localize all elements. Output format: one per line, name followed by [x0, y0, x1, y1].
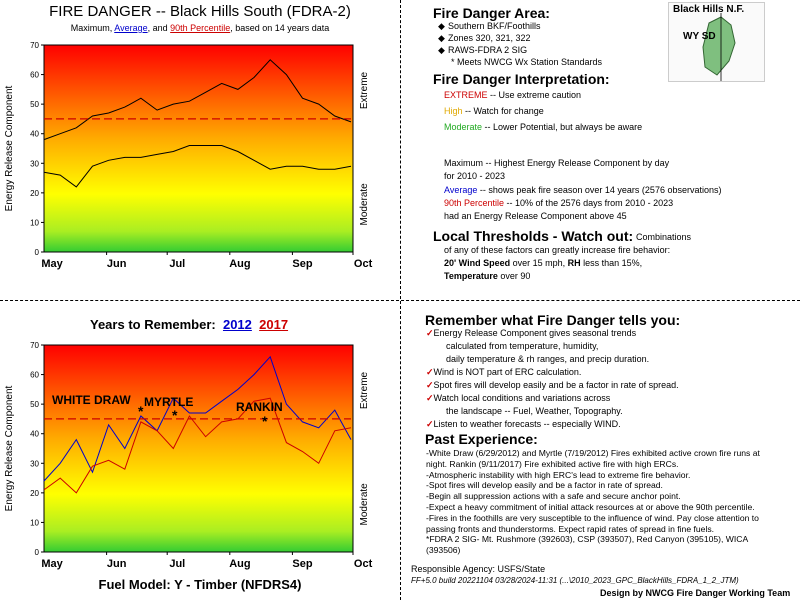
y-tick-label: 40	[30, 430, 39, 439]
fire-marker: *	[138, 403, 144, 419]
y-tick-label: 40	[30, 130, 39, 139]
x-tick-label: Jul	[169, 258, 185, 270]
x-tick-label: Oct	[354, 558, 373, 570]
x-tick-label: Aug	[229, 558, 250, 570]
remember-item: ✓Wind is NOT part of ERC calculation.	[426, 367, 582, 377]
y-tick-label: 0	[35, 548, 40, 557]
top-chart-title: FIRE DANGER -- Black Hills South (FDRA-2…	[49, 3, 351, 20]
map-title: Black Hills N.F.	[673, 4, 745, 15]
x-tick-label: May	[41, 558, 63, 570]
x-tick-label: Oct	[354, 258, 373, 270]
thresholds-wind: 20' Wind Speed over 15 mph, RH less than…	[444, 258, 643, 268]
interpretation-heading: Fire Danger Interpretation:	[433, 71, 610, 87]
y-tick-label: 50	[30, 100, 39, 109]
fuel-model-label: Fuel Model: Y - Timber (NFDRS4)	[98, 577, 302, 592]
bottom-chart: 0 10 20 30 40 50 60 70 May Jun Jul Aug Sep Oct Energy …	[4, 341, 373, 570]
check-icon: ✓	[426, 393, 434, 403]
y-tick-label: 20	[30, 189, 39, 198]
remember-heading: Remember what Fire Danger tells you:	[425, 312, 681, 328]
area-heading: Fire Danger Area:	[433, 5, 550, 21]
fire-marker: *	[262, 413, 268, 429]
y-axis-label: Energy Release Component	[4, 85, 15, 211]
top-chart-subtitle: Maximum, Average, and 90th Percentile, b…	[70, 23, 330, 33]
check-icon: ✓	[426, 367, 434, 377]
moderate-line: Moderate -- Lower Potential, but always …	[444, 122, 643, 132]
x-tick-label: Aug	[229, 258, 250, 270]
footer-credit: Design by NWCG Fire Danger Working Team	[600, 588, 791, 598]
y-axis-label: Energy Release Component	[4, 385, 15, 511]
high-line: High -- Watch for change	[444, 106, 544, 116]
extreme-label: Extreme	[359, 371, 370, 409]
bottom-chart-title: Years to Remember: 2012 2017	[90, 317, 289, 332]
horizontal-divider	[0, 300, 800, 301]
check-icon: ✓	[426, 419, 434, 429]
y-tick-label: 10	[30, 518, 39, 527]
x-tick-label: Sep	[292, 558, 312, 570]
series-line-average	[43, 145, 352, 188]
remember-item: ✓Listen to weather forecasts -- especial…	[426, 419, 621, 429]
y-tick-label: 60	[30, 71, 39, 80]
area-bullet: ◆ RAWS-FDRA 2 SIG	[438, 45, 528, 55]
y-tick-label: 30	[30, 159, 39, 168]
thresholds-intro2: of any of these factors can greatly incr…	[444, 245, 671, 255]
map-states: WY SD	[683, 31, 716, 42]
x-tick-label: Jul	[169, 558, 185, 570]
fire-label: WHITE DRAW	[52, 393, 131, 407]
remember-item: ✓Spot fires will develop easily and be a…	[426, 380, 679, 390]
area-bullet: ◆ Southern BKF/Foothills	[438, 21, 541, 31]
y-tick-label: 70	[30, 341, 39, 350]
area-map: Black Hills N.F. WY SD	[668, 2, 765, 82]
y-tick-label: 20	[30, 489, 39, 498]
y-tick-label: 0	[35, 248, 40, 257]
fire-marker: *	[172, 407, 178, 423]
x-tick-label: Jun	[107, 258, 127, 270]
moderate-label: Moderate	[359, 483, 370, 526]
past-heading: Past Experience:	[425, 431, 538, 447]
check-icon: ✓	[426, 328, 434, 338]
pct-line2: had an Energy Release Component above 45	[444, 211, 627, 221]
y-tick-label: 60	[30, 371, 39, 380]
moderate-label: Moderate	[359, 183, 370, 226]
fire-label: MYRTLE	[144, 395, 193, 409]
pct-line: 90th Percentile -- 10% of the 2576 days …	[444, 198, 674, 208]
y-tick-label: 50	[30, 400, 39, 409]
past-lines: -White Draw (6/29/2012) and Myrtle (7/19…	[426, 448, 760, 556]
y-tick-label: 10	[30, 218, 39, 227]
extreme-label: Extreme	[359, 71, 370, 109]
area-bullet: ◆ Zones 320, 321, 322	[438, 33, 531, 43]
map-image	[702, 13, 736, 81]
x-tick-label: Jun	[107, 558, 127, 570]
avg-line: Average -- shows peak fire season over 1…	[444, 185, 722, 195]
plot-background	[43, 44, 354, 253]
x-tick-label: May	[41, 258, 63, 270]
thresholds-heading: Local Thresholds - Watch out:	[433, 228, 634, 244]
series-line-2017	[43, 397, 352, 494]
x-tick-label: Sep	[292, 258, 312, 270]
remember-item: ✓Watch local conditions and variations a…	[426, 393, 623, 416]
max-line2: for 2010 - 2023	[444, 171, 506, 181]
fire-label: RANKIN	[236, 400, 283, 414]
series-line-maximum	[43, 59, 352, 141]
footer-build: FF+5.0 build 20221104 03/28/2024-11:31 (…	[411, 576, 739, 585]
top-chart: 0 10 20 30 40 50 60 70 May Jun Jul Aug Sep Oct Energy …	[4, 41, 373, 270]
thresholds-temp: Temperature over 90	[444, 271, 531, 281]
y-tick-label: 30	[30, 459, 39, 468]
plot-background	[43, 344, 354, 553]
footer-agency: Responsible Agency: USFS/State	[411, 564, 546, 574]
extreme-line: EXTREME -- Use extreme caution	[444, 90, 582, 100]
area-note: * Meets NWCG Wx Station Standards	[451, 57, 603, 67]
thresholds-intro1: Combinations	[636, 232, 692, 242]
max-line1: Maximum -- Highest Energy Release Compon…	[444, 158, 670, 168]
remember-item: ✓Energy Release Component gives seasonal…	[426, 328, 650, 364]
check-icon: ✓	[426, 380, 434, 390]
y-tick-label: 70	[30, 41, 39, 50]
